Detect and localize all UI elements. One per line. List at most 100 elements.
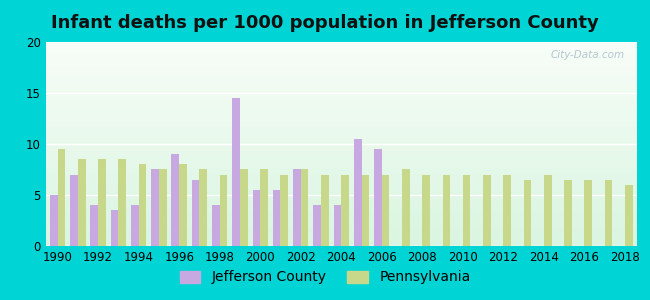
Bar [301,169,309,246]
Bar [46,183,637,184]
Bar [46,131,637,132]
Bar [46,141,637,142]
Bar [46,108,637,109]
Bar [46,83,637,84]
Bar [46,236,637,237]
Bar [46,49,637,50]
Bar [46,99,637,100]
Bar [46,158,637,159]
Bar [46,146,637,147]
Bar [46,61,637,62]
Bar [46,188,637,189]
Bar [46,91,637,92]
Bar [200,169,207,246]
Bar [46,175,637,176]
Bar [70,175,78,246]
Bar [402,169,410,246]
Bar [46,245,637,246]
Bar [46,130,637,131]
Bar [46,189,637,190]
Bar [46,174,637,175]
Bar [46,169,637,170]
Bar [46,101,637,102]
Bar [159,169,166,246]
Bar [46,198,637,199]
Bar [46,128,637,129]
Bar [46,52,637,53]
Bar [46,116,637,118]
Bar [46,82,637,83]
Bar [463,175,471,246]
Bar [46,218,637,220]
Bar [604,180,612,246]
Bar [46,56,637,57]
Bar [50,195,58,246]
Bar [46,119,637,121]
Bar [354,139,361,246]
Bar [46,147,637,148]
Bar [46,239,637,240]
Bar [46,94,637,95]
Bar [46,98,637,99]
Bar [46,211,637,212]
Bar [46,221,637,223]
Bar [46,205,637,206]
Bar [382,175,389,246]
Bar [46,225,637,226]
Bar [313,205,321,246]
Bar [46,237,637,238]
Bar [46,62,637,63]
Bar [46,167,637,169]
Bar [46,154,637,155]
Bar [46,151,637,152]
Legend: Jefferson County, Pennsylvania: Jefferson County, Pennsylvania [174,265,476,290]
Bar [98,159,106,246]
Bar [503,175,511,246]
Bar [46,100,637,101]
Bar [46,138,637,139]
Bar [46,96,637,97]
Bar [523,180,531,246]
Bar [46,81,637,82]
Bar [46,153,637,154]
Bar [212,205,220,246]
Bar [46,199,637,200]
Bar [46,67,637,68]
Bar [46,60,637,62]
Bar [46,214,637,215]
Bar [46,58,637,59]
Bar [46,79,637,80]
Bar [46,140,637,141]
Bar [46,103,637,104]
Bar [46,57,637,58]
Bar [46,242,637,243]
Bar [46,206,637,207]
Bar [220,175,228,246]
Bar [483,175,491,246]
Bar [584,180,592,246]
Bar [46,76,637,77]
Bar [46,243,637,244]
Bar [46,204,637,205]
Bar [46,43,637,44]
Bar [333,205,341,246]
Bar [46,64,637,65]
Bar [46,93,637,94]
Bar [46,149,637,150]
Bar [341,175,349,246]
Bar [46,86,637,87]
Bar [46,53,637,54]
Bar [46,226,637,228]
Bar [46,233,637,234]
Bar [46,152,637,153]
Bar [46,143,637,144]
Bar [46,59,637,60]
Bar [46,148,637,149]
Bar [46,150,637,151]
Bar [46,224,637,225]
Bar [46,55,637,56]
Bar [46,156,637,157]
Bar [46,179,637,180]
Bar [46,223,637,224]
Bar [46,137,637,138]
